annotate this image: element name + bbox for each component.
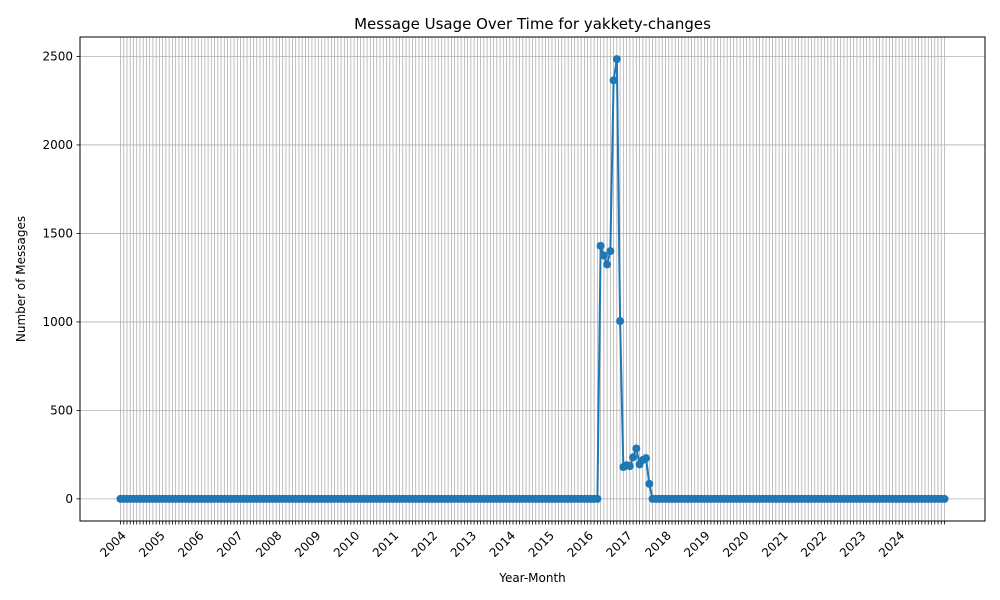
y-tick-label: 1000 (42, 315, 73, 329)
chart-title: Message Usage Over Time for yakkety-chan… (354, 15, 711, 33)
y-tick-label: 500 (50, 403, 73, 417)
y-tick-label: 0 (65, 492, 73, 506)
series-line (116, 55, 949, 503)
x-axis-label: Year-Month (498, 571, 566, 585)
grid-lines (80, 37, 985, 521)
data-point (940, 494, 949, 503)
data-point (632, 444, 641, 453)
y-tick-label: 1500 (42, 226, 73, 240)
data-point (642, 454, 651, 463)
data-point (616, 317, 625, 326)
y-axis-ticks: 0 500 1000 1500 2000 2500 (42, 49, 80, 506)
data-point (606, 247, 615, 256)
data-point (599, 251, 608, 260)
y-axis-label: Number of Messages (14, 216, 28, 342)
data-point (645, 479, 654, 488)
y-tick-label: 2000 (42, 138, 73, 152)
data-point (629, 453, 638, 462)
data-point (625, 462, 634, 471)
data-point (596, 241, 605, 250)
data-point (609, 76, 618, 85)
data-point (603, 260, 612, 269)
data-point (593, 494, 602, 503)
data-point (612, 55, 621, 64)
y-tick-label: 2500 (42, 49, 73, 63)
